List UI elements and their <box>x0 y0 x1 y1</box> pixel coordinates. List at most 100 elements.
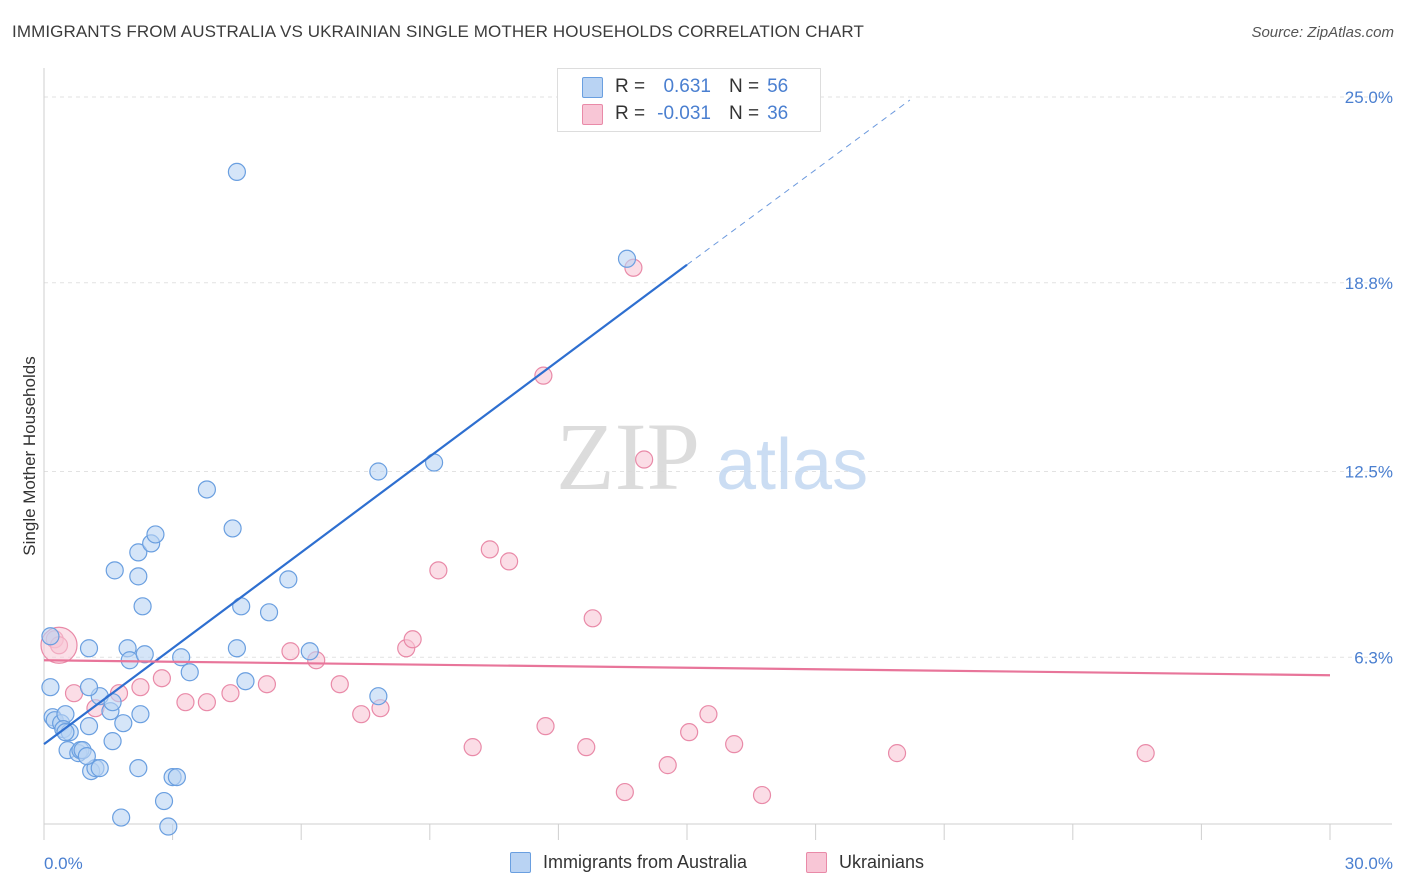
australia-point <box>146 525 165 544</box>
y-axis-label: Single Mother Households <box>20 356 39 555</box>
australia-point <box>114 714 133 733</box>
x-tick-labels: 0.0% 30.0% <box>44 854 1393 873</box>
ukrainian-point <box>635 450 654 469</box>
ukrainian-point <box>221 684 240 703</box>
n-label: N = <box>729 103 760 124</box>
australia-point <box>56 705 75 724</box>
australia-point <box>79 717 99 736</box>
ukrainian-point <box>680 723 699 742</box>
legend-swatch-blue <box>582 76 603 98</box>
y-tick-label: 18.8% <box>1345 274 1393 293</box>
n-value: 56 <box>767 76 789 97</box>
australia-point <box>79 639 99 658</box>
ukrainian-point <box>131 678 150 697</box>
legend-swatch-blue <box>510 852 531 873</box>
ukrainian-point <box>352 705 371 724</box>
ukrainian-point <box>887 744 907 763</box>
australia-point <box>90 759 109 778</box>
ukrainian-trend-line <box>43 659 1331 677</box>
australia-point <box>369 687 388 706</box>
australia-point <box>79 678 99 697</box>
australia-trend-extension <box>686 99 911 266</box>
ukrainian-point <box>176 693 195 712</box>
australia-point <box>159 817 178 836</box>
watermark: ZIP atlas <box>556 403 868 510</box>
australia-point <box>112 808 131 827</box>
australia-point <box>131 705 150 724</box>
ukrainian-point <box>500 552 519 571</box>
r-value: 0.631 <box>663 76 711 97</box>
australia-point <box>300 642 319 661</box>
australia-point <box>236 672 255 691</box>
correlation-legend: R = 0.631 N = 56 R = -0.031 N = 36 <box>557 68 821 132</box>
gridlines <box>44 96 1392 658</box>
y-tick-label: 25.0% <box>1345 88 1393 107</box>
ukrainian-point <box>403 630 422 649</box>
australia-point <box>129 759 148 778</box>
australia-point <box>259 603 279 622</box>
australia-point <box>279 570 298 589</box>
australia-point <box>135 645 154 664</box>
legend-item-ukrainians[interactable]: Ukrainians <box>806 852 924 873</box>
ukrainian-point <box>281 642 300 661</box>
australia-point <box>133 597 152 616</box>
australia-point <box>105 561 124 580</box>
australia-point <box>369 462 388 481</box>
australia-point <box>197 480 216 499</box>
ukrainian-point <box>615 782 634 802</box>
ukrainians-points <box>40 258 1155 805</box>
australia-point <box>223 519 242 538</box>
australia-point <box>172 648 191 667</box>
ukrainian-point <box>1136 744 1155 763</box>
legend-label-ukrainians: Ukrainians <box>839 852 925 872</box>
ukrainian-point <box>429 561 448 580</box>
y-tick-label: 6.3% <box>1354 648 1393 667</box>
legend-item-australia[interactable]: Immigrants from Australia <box>510 852 747 873</box>
australia-point <box>77 747 96 766</box>
legend-row-australia: R = 0.631 N = 56 <box>582 75 788 99</box>
australia-point <box>167 767 186 787</box>
r-label: R = <box>615 76 646 97</box>
australia-point <box>41 678 60 697</box>
trend-lines <box>43 99 1331 746</box>
australia-point <box>129 543 148 562</box>
x-tick-label: 30.0% <box>1345 854 1393 873</box>
australia-trend-line <box>43 263 688 746</box>
australia-point <box>617 249 637 268</box>
ukrainian-point <box>577 738 596 757</box>
x-tick-label: 0.0% <box>44 854 83 873</box>
australia-point <box>227 162 246 181</box>
axes <box>43 68 1392 840</box>
ukrainian-point <box>536 717 555 736</box>
r-value: -0.031 <box>657 103 711 124</box>
ukrainian-point <box>658 756 677 775</box>
n-label: N = <box>729 76 760 97</box>
y-tick-labels: 6.3% 12.5% 18.8% 25.0% <box>1345 88 1393 667</box>
legend-swatch-pink <box>806 852 827 873</box>
watermark-zip: ZIP <box>556 403 700 510</box>
australia-point <box>227 639 246 658</box>
ukrainian-point <box>257 675 277 694</box>
australia-point <box>56 723 75 742</box>
y-tick-label: 12.5% <box>1345 463 1393 482</box>
ukrainian-point <box>583 609 602 628</box>
chart-title: IMMIGRANTS FROM AUSTRALIA VS UKRAINIAN S… <box>12 22 864 41</box>
legend-label-australia: Immigrants from Australia <box>543 852 748 872</box>
australia-point <box>103 732 122 751</box>
watermark-atlas: atlas <box>716 425 868 505</box>
source-credit: Source: ZipAtlas.com <box>1251 24 1394 41</box>
ukrainian-point <box>197 693 216 712</box>
ukrainian-point <box>480 540 499 559</box>
r-label: R = <box>615 103 646 124</box>
australia-point <box>129 567 148 586</box>
ukrainian-point <box>699 705 718 724</box>
series-legend: Immigrants from Australia Ukrainians <box>0 852 1406 878</box>
ukrainian-point <box>330 675 349 694</box>
australia-point <box>180 663 199 682</box>
australia-point <box>154 791 174 811</box>
ukrainian-point <box>152 669 171 688</box>
ukrainian-point <box>534 366 553 385</box>
ukrainian-point <box>752 785 772 805</box>
ukrainian-point <box>463 738 482 757</box>
